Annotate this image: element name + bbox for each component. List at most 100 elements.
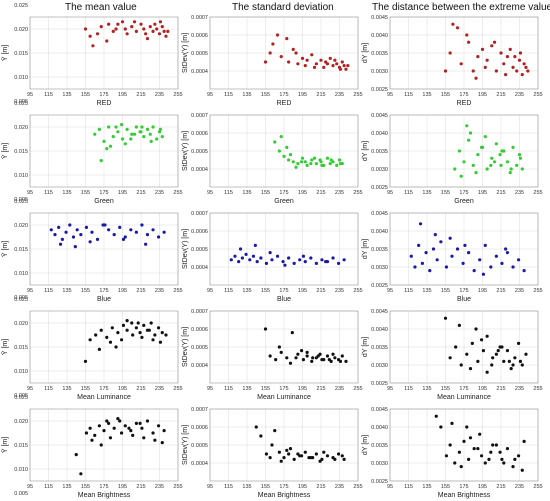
data-point [134, 125, 138, 129]
data-point [99, 159, 103, 163]
plot-frame [389, 114, 539, 188]
data-point [287, 60, 291, 64]
data-point [516, 341, 521, 345]
data-point [507, 359, 511, 363]
data-point [476, 359, 480, 363]
data-point [287, 256, 291, 260]
data-point [467, 251, 471, 255]
data-point [338, 67, 343, 71]
data-point [259, 256, 263, 260]
data-point [467, 457, 471, 461]
data-point [123, 424, 127, 428]
data-point [490, 156, 494, 160]
data-point [524, 65, 528, 69]
data-point [299, 160, 304, 164]
x-tick-label: 135 [242, 92, 251, 98]
x-tick-label: 195 [478, 190, 487, 196]
data-point [511, 265, 515, 269]
data-point [151, 228, 155, 232]
x-tick-label: 155 [81, 92, 90, 98]
data-point [472, 269, 476, 273]
data-point [248, 258, 252, 262]
data-point [244, 252, 248, 256]
data-point [305, 58, 309, 62]
x-tick-label: 115 [44, 92, 53, 98]
data-point [88, 34, 92, 38]
data-point [325, 454, 330, 458]
data-point [448, 356, 452, 360]
data-point [132, 20, 137, 24]
y-tick-label: 0.0035 [371, 345, 388, 351]
data-point [84, 225, 89, 229]
scatter-chart-2: 95 115 135 155 175 195 215 235 255 0.0007 0.0006 0.… [182, 15, 363, 107]
data-point [513, 457, 517, 461]
data-point [461, 261, 465, 265]
plot-frame [389, 212, 539, 286]
data-point [118, 225, 122, 229]
scatter-chart-10: 95 115 135 155 175 195 215 235 255 0.025 0.020 0.01… [1, 297, 183, 401]
data-point [121, 237, 126, 241]
x-tick-label: 115 [44, 288, 53, 294]
y-tick-label: 0.0040 [371, 229, 388, 235]
data-point [310, 158, 314, 162]
data-point [296, 452, 300, 456]
y-tick-label: 0.005 [14, 295, 28, 301]
data-point [305, 350, 309, 354]
y-tick-label: 0.0005 [191, 51, 208, 57]
data-point [476, 447, 480, 451]
x-tick-label: 235 [155, 190, 164, 196]
data-point [499, 51, 503, 55]
x-tick-label: 115 [224, 92, 233, 98]
data-point [160, 331, 164, 335]
data-point [83, 27, 88, 31]
data-point [108, 340, 113, 344]
data-point [309, 162, 313, 166]
data-point [112, 426, 116, 430]
x-tick-label: 95 [27, 386, 33, 392]
data-point [515, 69, 519, 73]
data-point [476, 153, 480, 157]
data-point [79, 472, 83, 476]
x-tick-label: 115 [224, 386, 233, 392]
data-point [274, 358, 278, 362]
x-tick-label: 195 [118, 92, 127, 98]
data-point [105, 39, 109, 43]
data-point [459, 62, 463, 66]
x-tick-label: 195 [298, 190, 307, 196]
x-tick-label: 135 [422, 288, 431, 294]
data-point [314, 452, 318, 456]
data-point [459, 363, 463, 367]
data-point [123, 142, 127, 146]
x-tick-label: 115 [404, 484, 413, 490]
data-point [285, 356, 289, 360]
data-point [157, 32, 162, 36]
y-tick-label: 0.0045 [371, 113, 388, 119]
x-tick-label: 215 [496, 386, 505, 392]
y-tick-label: 0.025 [14, 3, 28, 9]
x-tick-label: 95 [27, 92, 33, 98]
data-point [333, 356, 337, 360]
data-point [279, 55, 283, 59]
x-tick-label: 235 [515, 92, 524, 98]
data-point [277, 345, 281, 349]
data-point [164, 333, 168, 337]
data-point [99, 25, 103, 29]
data-point [134, 421, 138, 425]
plot-frame [209, 212, 359, 286]
y-tick-label: 0.0004 [191, 69, 208, 75]
x-tick-label: 255 [353, 288, 362, 294]
data-point [413, 265, 417, 269]
x-tick-label: 135 [422, 190, 431, 196]
data-point [496, 349, 500, 353]
data-point [292, 261, 296, 265]
data-point [116, 417, 120, 421]
x-tick-label: 115 [404, 92, 413, 98]
data-point [160, 441, 164, 445]
y-tick-label: 0.020 [14, 125, 28, 131]
data-point [300, 156, 305, 160]
data-point [478, 258, 482, 262]
y-tick-label: 0.0006 [191, 327, 208, 333]
data-point [99, 443, 103, 447]
data-point [485, 370, 489, 374]
data-point [155, 137, 159, 141]
